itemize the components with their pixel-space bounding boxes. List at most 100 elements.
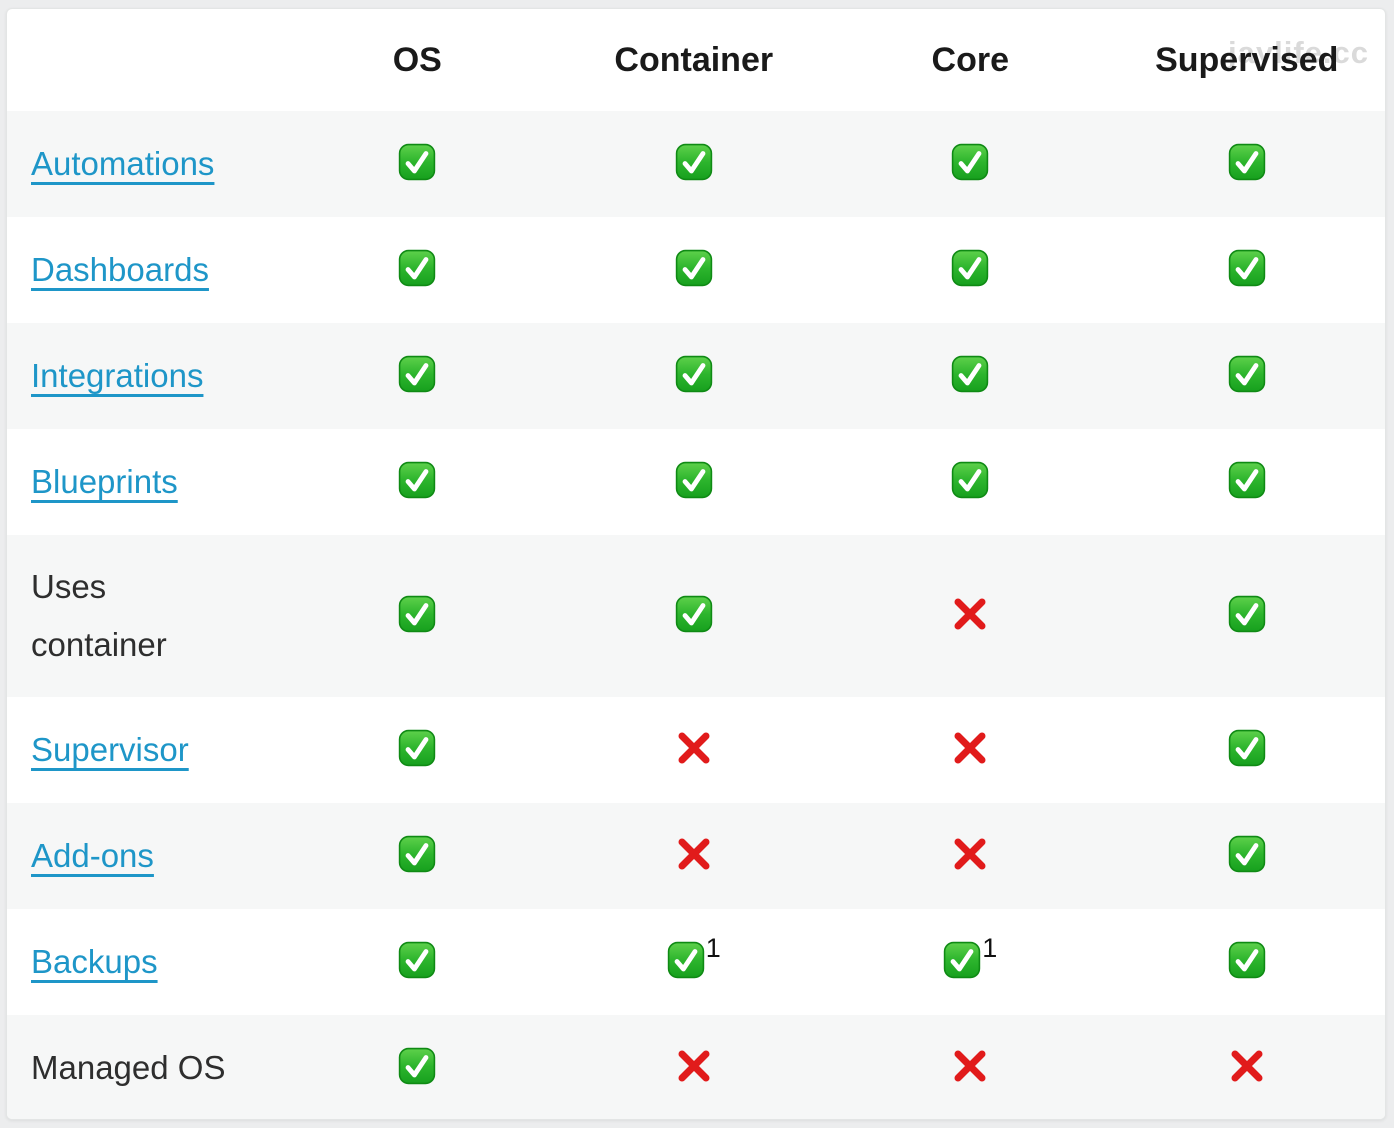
column-header-os: OS: [392, 40, 442, 79]
dashboards-link[interactable]: Dashboards: [31, 251, 209, 289]
cell-supervisor-core: [832, 697, 1109, 803]
check-icon: [1228, 595, 1266, 633]
cell-supervisor-supervised: [1109, 697, 1386, 803]
comparison-table-card: jaylife.cc OS Container Core Supervised …: [6, 8, 1386, 1120]
cell-automations-os: [279, 111, 556, 217]
check-icon: [1228, 941, 1266, 979]
check-icon: [398, 1047, 436, 1085]
cell-supervisor-container: [556, 697, 833, 803]
check-icon: [675, 461, 713, 499]
column-header-core: Core: [931, 40, 1009, 79]
check-icon: [675, 355, 713, 393]
supervisor-link[interactable]: Supervisor: [31, 731, 189, 769]
cross-icon: [950, 594, 990, 634]
uses-container-label: Uses container: [31, 568, 167, 663]
check-icon: [951, 249, 989, 287]
cell-uses-container-container: [555, 535, 832, 697]
cell-managed-os-os: [279, 1015, 556, 1119]
watermark: jaylife.cc: [1228, 35, 1369, 70]
cell-add-ons-supervised: [1108, 803, 1385, 909]
row-label-cell: Backups: [7, 909, 279, 1015]
cross-icon: [1227, 1046, 1267, 1086]
cell-uses-container-os: [279, 535, 556, 697]
managed-os-label: Managed OS: [31, 1049, 226, 1087]
cross-icon: [674, 834, 714, 874]
check-icon: [675, 249, 713, 287]
table-row-backups: Backups 1 1: [7, 909, 1385, 1015]
table-row-uses-container: Uses container: [7, 535, 1385, 697]
cell-dashboards-container: [556, 217, 833, 323]
cell-automations-container: [555, 111, 832, 217]
cell-integrations-os: [279, 323, 556, 429]
cell-blueprints-os: [279, 429, 556, 535]
cell-backups-core: 1: [832, 909, 1109, 1015]
backups-link[interactable]: Backups: [31, 943, 158, 981]
check-icon: [398, 249, 436, 287]
cell-blueprints-supervised: [1109, 429, 1386, 535]
blueprints-link[interactable]: Blueprints: [31, 463, 178, 501]
check-icon: [398, 461, 436, 499]
cell-blueprints-core: [832, 429, 1109, 535]
row-label-cell: Integrations: [7, 323, 279, 429]
cell-uses-container-supervised: [1108, 535, 1385, 697]
row-label-cell: Uses container: [7, 535, 279, 697]
cell-add-ons-container: [555, 803, 832, 909]
table-row-integrations: Integrations: [7, 323, 1385, 429]
cross-icon: [674, 728, 714, 768]
table-row-dashboards: Dashboards: [7, 217, 1385, 323]
footnote-marker: 1: [705, 932, 721, 963]
cell-blueprints-container: [556, 429, 833, 535]
cell-uses-container-core: [832, 535, 1109, 697]
cross-icon: [674, 1046, 714, 1086]
table-row-supervisor: Supervisor: [7, 697, 1385, 803]
table-row-add-ons: Add-ons: [7, 803, 1385, 909]
row-label-cell: Automations: [7, 111, 279, 217]
installation-comparison-table: OS Container Core Supervised Automations…: [7, 9, 1385, 1119]
cell-backups-os: [279, 909, 556, 1015]
cross-icon: [950, 728, 990, 768]
check-icon: [1228, 729, 1266, 767]
check-icon: [951, 461, 989, 499]
check-icon: [667, 941, 705, 979]
cell-automations-core: [832, 111, 1109, 217]
check-icon: [398, 355, 436, 393]
check-icon: [398, 729, 436, 767]
check-icon: [675, 143, 713, 181]
table-row-managed-os: Managed OS: [7, 1015, 1385, 1119]
cell-managed-os-container: [555, 1015, 832, 1119]
check-icon: [398, 835, 436, 873]
table-row-automations: Automations: [7, 111, 1385, 217]
check-icon: [398, 143, 436, 181]
check-icon: [1228, 461, 1266, 499]
check-icon: [398, 595, 436, 633]
cell-integrations-supervised: [1108, 323, 1385, 429]
row-label-cell: Managed OS: [7, 1015, 279, 1119]
column-header-blank: [7, 9, 279, 111]
cell-backups-supervised: [1109, 909, 1386, 1015]
check-icon: [1228, 249, 1266, 287]
cell-add-ons-core: [832, 803, 1109, 909]
check-icon: [1228, 143, 1266, 181]
cell-managed-os-supervised: [1108, 1015, 1385, 1119]
column-header-container: Container: [614, 40, 774, 79]
check-icon: [951, 143, 989, 181]
integrations-link[interactable]: Integrations: [31, 357, 204, 395]
add-ons-link[interactable]: Add-ons: [31, 837, 154, 875]
automations-link[interactable]: Automations: [31, 145, 215, 183]
row-label-cell: Dashboards: [7, 217, 279, 323]
column-header-supervised: Supervised: [1155, 40, 1339, 79]
cell-dashboards-os: [279, 217, 556, 323]
cell-automations-supervised: [1108, 111, 1385, 217]
row-label-cell: Blueprints: [7, 429, 279, 535]
check-icon: [675, 595, 713, 633]
cross-icon: [950, 1046, 990, 1086]
check-icon: [951, 355, 989, 393]
table-row-blueprints: Blueprints: [7, 429, 1385, 535]
row-label-cell: Supervisor: [7, 697, 279, 803]
check-icon: [398, 941, 436, 979]
cross-icon: [950, 834, 990, 874]
cell-dashboards-supervised: [1109, 217, 1386, 323]
check-icon: [1228, 355, 1266, 393]
cell-supervisor-os: [279, 697, 556, 803]
check-icon: [1228, 835, 1266, 873]
